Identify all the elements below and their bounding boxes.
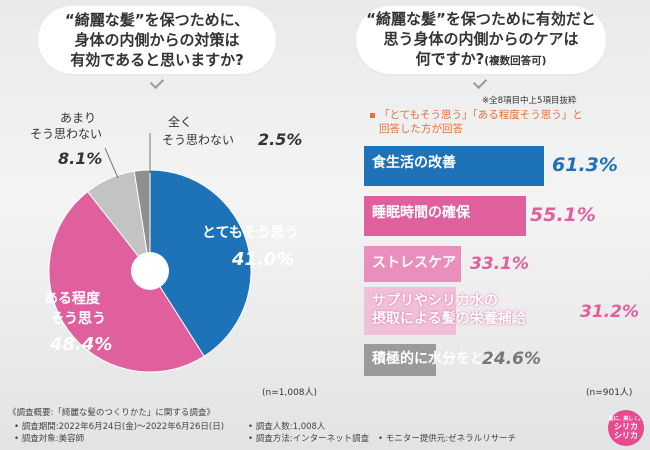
survey-monitor: • モニター提供元:ゼネラルリサーチ <box>378 434 517 444</box>
pie-label-s0-value: 41.0% <box>232 249 295 270</box>
pie-slice-0 <box>149 169 252 357</box>
survey-method: • 調査方法:インターネット調査 <box>248 434 370 444</box>
bar-label-0: 食生活の改善 <box>372 155 456 171</box>
leader-line-s2 <box>104 147 119 179</box>
right-question-line1: “綺麗な髪”を保つために有効だと <box>366 10 596 28</box>
pie-label-s3-name-l1: 全く <box>168 115 193 129</box>
bar-label-2: ストレスケア <box>372 255 456 271</box>
bar-3 <box>364 287 456 335</box>
pie-label-s1-name-l1: ある程度 <box>44 291 100 307</box>
right-question-text: “綺麗な髪”を保つために有効だと 思う身体の内側からのケアは 何ですか?(複数回… <box>366 9 596 71</box>
left-question-line2: 身体の内側からの対策は <box>74 31 240 49</box>
survey-footer: 《調査概要:「綺麗な髪のつくりかた」に関する調査》 <box>8 408 215 419</box>
pie-label-s0-name: とてもそう思う <box>202 225 299 241</box>
brand-logo: 髪に、美しく。 シリカ シリカ <box>608 410 644 446</box>
bar-value-3: 31.2% <box>580 302 639 322</box>
left-question-line3: 有効であると思いますか? <box>70 51 244 69</box>
bar-label-3-l1: サプリやシリカ水の <box>372 293 498 309</box>
bar-2 <box>364 246 461 282</box>
logo-line2: シリカ <box>614 431 638 440</box>
bar-value-1: 55.1% <box>530 204 596 226</box>
respondent-note-l2: 回答した方が回答 <box>379 123 463 135</box>
survey-target: • 調査対象:美容師 <box>14 434 85 444</box>
survey-count: • 調査人数:1,008人 <box>248 422 326 432</box>
square-bullet-icon <box>370 112 375 118</box>
respondent-note-l1: 「とてもそう思う」「ある程度そう思う」と <box>379 109 583 121</box>
respondent-note: 「とてもそう思う」「ある程度そう思う」と 回答した方が回答 <box>370 108 583 136</box>
pie-label-s3-name-l2: そう思わない <box>162 133 235 147</box>
bar-label-4: 積極的に水分をとる <box>372 351 498 367</box>
pie-label-s1-value: 48.4% <box>50 334 113 355</box>
pie-slice-1 <box>48 190 205 373</box>
bar-1 <box>364 196 526 236</box>
survey-title: 《調査概要:「綺麗な髪のつくりかた」に関する調査》 <box>8 408 215 418</box>
pie-center-hole <box>131 252 169 290</box>
bar-4 <box>364 344 436 376</box>
right-question-multi-note: (複数回答可) <box>484 55 547 67</box>
pie-label-s2-name-l2: そう思わない <box>30 127 103 141</box>
pie-label-s2-value: 8.1% <box>58 149 103 168</box>
bar-value-4: 24.6% <box>482 349 541 369</box>
bar-label-3-l2: 摂取による髪の栄養補給 <box>372 311 526 327</box>
left-question-bubble: “綺麗な髪”を保つために、 身体の内側からの対策は 有効であると思いますか? <box>38 6 276 74</box>
bar-value-2: 33.1% <box>470 254 529 274</box>
bar-n-count: (n=901人) <box>586 388 633 398</box>
pie-n-count: (n=1,008人) <box>262 388 318 398</box>
logo-line1: シリカ <box>614 422 638 431</box>
right-question-line3: 何ですか? <box>415 50 485 68</box>
pie-label-s1-name-l2: そう思う <box>50 311 106 327</box>
pie-label-s3-value: 2.5% <box>258 130 303 149</box>
bar-value-0: 61.3% <box>552 154 618 176</box>
bar-0 <box>364 146 544 186</box>
left-question-line1: “綺麗な髪”を保つために、 <box>64 11 250 29</box>
right-question-line2: 思う身体の内側からのケアは <box>383 30 579 48</box>
pie-label-s2-name-l1: あまり <box>60 111 97 125</box>
right-question-bubble: “綺麗な髪”を保つために有効だと 思う身体の内側からのケアは 何ですか?(複数回… <box>356 6 606 74</box>
top-note: ※全8項目中上5項目抜粋 <box>482 96 577 106</box>
bar-label-1: 睡眠時間の確保 <box>372 205 470 221</box>
logo-tagline: 髪に、美しく。 <box>608 416 644 422</box>
left-question-text: “綺麗な髪”を保つために、 身体の内側からの対策は 有効であると思いますか? <box>65 10 249 70</box>
survey-period: • 調査期間:2022年6月24日(金)〜2022年6月26日(日) <box>14 422 225 432</box>
